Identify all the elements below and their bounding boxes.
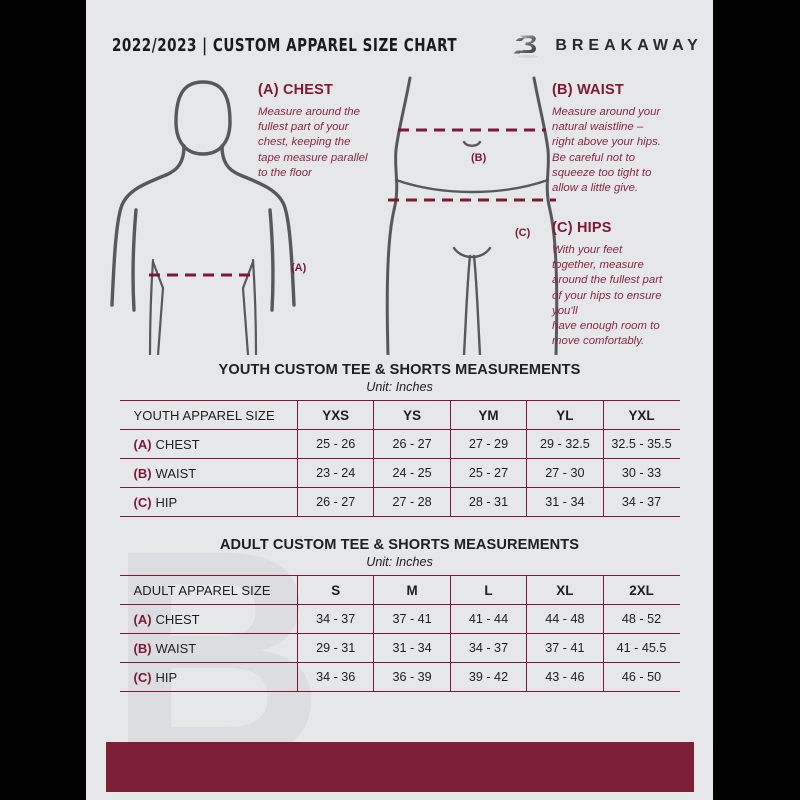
youth-cell-1-2: 25 - 27 bbox=[450, 458, 528, 488]
youth-row-label-2: (C) HIP bbox=[119, 487, 298, 517]
table-row: (C) HIP 26 - 27 27 - 28 28 - 31 31 - 34 3… bbox=[119, 487, 680, 517]
adult-size-col-0: S bbox=[297, 575, 375, 605]
youth-cell-2-4: 34 - 37 bbox=[603, 487, 680, 517]
breakaway-logo-icon bbox=[513, 35, 539, 58]
footer-accent-bar bbox=[106, 742, 694, 792]
youth-cell-1-1: 24 - 25 bbox=[373, 458, 451, 488]
youth-cell-2-0: 26 - 27 bbox=[297, 487, 375, 517]
youth-cell-0-2: 27 - 29 bbox=[450, 429, 528, 459]
youth-cell-1-4: 30 - 33 bbox=[603, 458, 680, 488]
waist-dim-tag: (B) bbox=[471, 152, 487, 164]
waist-callout-heading: (B) WAIST bbox=[552, 82, 624, 98]
youth-row-label-1: (B) WAIST bbox=[119, 458, 298, 488]
youth-size-col-0: YXS bbox=[297, 400, 375, 430]
brand-name: BREAKAWAY bbox=[555, 37, 703, 54]
document-sheet: B 2022/2023 | CUSTOM APPAREL SIZE CHART bbox=[86, 0, 713, 800]
row-tag: (A) bbox=[133, 436, 152, 452]
youth-cell-2-2: 28 - 31 bbox=[450, 487, 528, 517]
page-title: 2022/2023 | CUSTOM APPAREL SIZE CHART bbox=[112, 36, 458, 56]
torso-figure-illustration bbox=[110, 80, 296, 355]
youth-cell-2-3: 31 - 34 bbox=[526, 487, 604, 517]
youth-cell-0-1: 26 - 27 bbox=[373, 429, 451, 459]
adult-cell-2-0: 34 - 36 bbox=[297, 662, 375, 692]
table-row: (B) WAIST 23 - 24 24 - 25 25 - 27 27 - 30… bbox=[119, 458, 680, 488]
row-tag: (B) bbox=[133, 465, 152, 481]
adult-size-col-2: L bbox=[450, 575, 528, 605]
adult-cell-0-1: 37 - 41 bbox=[373, 604, 451, 634]
adult-row-label-2: (C) HIP bbox=[119, 662, 298, 692]
table-row: (C) HIP 34 - 36 36 - 39 39 - 42 43 - 46 4… bbox=[119, 662, 680, 692]
table-row: (B) WAIST 29 - 31 31 - 34 34 - 37 37 - 41… bbox=[119, 633, 680, 663]
youth-cell-0-4: 32.5 - 35.5 bbox=[603, 429, 680, 459]
row-name: WAIST bbox=[155, 640, 197, 656]
adult-table-title: ADULT CUSTOM TEE & SHORTS MEASUREMENTS bbox=[219, 537, 580, 553]
adult-row-label-1: (B) WAIST bbox=[119, 633, 298, 663]
row-tag: (C) bbox=[133, 494, 152, 510]
brand-lockup: BREAKAWAY bbox=[513, 31, 703, 61]
hips-callout: (C) HIPS With your feet together, measur… bbox=[552, 220, 694, 349]
table-header-row: ADULT APPAREL SIZE S M L XL 2XL bbox=[119, 575, 680, 605]
adult-cell-2-3: 43 - 46 bbox=[526, 662, 604, 692]
youth-table-title: YOUTH CUSTOM TEE & SHORTS MEASUREMENTS bbox=[218, 362, 581, 378]
youth-cell-1-3: 27 - 30 bbox=[526, 458, 604, 488]
adult-measurements-section: ADULT CUSTOM TEE & SHORTS MEASUREMENTS U… bbox=[86, 537, 713, 692]
waist-callout-body: Measure around your natural waistline – … bbox=[552, 106, 661, 195]
chest-dim-tag: (A) bbox=[291, 262, 307, 274]
youth-cell-0-3: 29 - 32.5 bbox=[526, 429, 604, 459]
row-name: HIP bbox=[155, 669, 178, 685]
adult-size-col-3: XL bbox=[526, 575, 604, 605]
page-header: 2022/2023 | CUSTOM APPAREL SIZE CHART bbox=[86, 26, 713, 66]
adult-cell-1-1: 31 - 34 bbox=[373, 633, 451, 663]
youth-cell-0-0: 25 - 26 bbox=[297, 429, 375, 459]
youth-size-header-label: YOUTH APPAREL SIZE bbox=[119, 400, 298, 430]
adult-row-label-0: (A) CHEST bbox=[119, 604, 298, 634]
adult-cell-0-3: 44 - 48 bbox=[526, 604, 604, 634]
chest-callout: (A) CHEST Measure around the fullest par… bbox=[258, 82, 400, 181]
waist-callout: (B) WAIST Measure around your natural wa… bbox=[552, 82, 694, 196]
adult-cell-1-4: 41 - 45.5 bbox=[603, 633, 680, 663]
youth-size-table: YOUTH APPAREL SIZE YXS YS YM YL YXL (A) C… bbox=[119, 400, 680, 517]
youth-size-col-1: YS bbox=[373, 400, 451, 430]
row-name: CHEST bbox=[155, 436, 200, 452]
table-row: (A) CHEST 25 - 26 26 - 27 27 - 29 29 - 32… bbox=[119, 429, 680, 459]
adult-cell-0-2: 41 - 44 bbox=[450, 604, 528, 634]
youth-size-col-2: YM bbox=[450, 400, 528, 430]
row-tag: (A) bbox=[133, 611, 152, 627]
row-name: HIP bbox=[155, 494, 178, 510]
measurement-illustrations: (A) bbox=[86, 70, 713, 355]
youth-size-col-3: YL bbox=[526, 400, 604, 430]
chest-callout-body: Measure around the fullest part of your … bbox=[258, 106, 368, 179]
adult-cell-1-2: 34 - 37 bbox=[450, 633, 528, 663]
adult-cell-2-2: 39 - 42 bbox=[450, 662, 528, 692]
adult-cell-0-4: 48 - 52 bbox=[603, 604, 680, 634]
adult-size-table: ADULT APPAREL SIZE S M L XL 2XL (A) CHEST… bbox=[119, 575, 680, 692]
hips-dim-tag: (C) bbox=[515, 227, 531, 239]
row-name: WAIST bbox=[155, 465, 197, 481]
youth-measurements-section: YOUTH CUSTOM TEE & SHORTS MEASUREMENTS U… bbox=[86, 362, 713, 517]
adult-size-col-1: M bbox=[373, 575, 451, 605]
adult-size-header-label: ADULT APPAREL SIZE bbox=[119, 575, 298, 605]
adult-cell-1-3: 37 - 41 bbox=[526, 633, 604, 663]
adult-cell-0-0: 34 - 37 bbox=[297, 604, 375, 634]
youth-row-label-0: (A) CHEST bbox=[119, 429, 298, 459]
row-tag: (C) bbox=[133, 669, 152, 685]
adult-cell-2-1: 36 - 39 bbox=[373, 662, 451, 692]
hips-figure-illustration bbox=[385, 76, 559, 355]
hips-callout-body: With your feet together, measure around … bbox=[552, 244, 663, 348]
adult-size-col-4: 2XL bbox=[603, 575, 680, 605]
hips-callout-heading: (C) HIPS bbox=[552, 220, 612, 236]
adult-table-unit: Unit: Inches bbox=[366, 555, 433, 569]
row-name: CHEST bbox=[155, 611, 200, 627]
youth-cell-2-1: 27 - 28 bbox=[373, 487, 451, 517]
table-row: (A) CHEST 34 - 37 37 - 41 41 - 44 44 - 48… bbox=[119, 604, 680, 634]
adult-cell-2-4: 46 - 50 bbox=[603, 662, 680, 692]
chest-callout-heading: (A) CHEST bbox=[258, 82, 334, 98]
table-header-row: YOUTH APPAREL SIZE YXS YS YM YL YXL bbox=[119, 400, 680, 430]
youth-cell-1-0: 23 - 24 bbox=[297, 458, 375, 488]
youth-size-col-4: YXL bbox=[603, 400, 680, 430]
adult-cell-1-0: 29 - 31 bbox=[297, 633, 375, 663]
youth-table-unit: Unit: Inches bbox=[366, 380, 433, 394]
row-tag: (B) bbox=[133, 640, 152, 656]
